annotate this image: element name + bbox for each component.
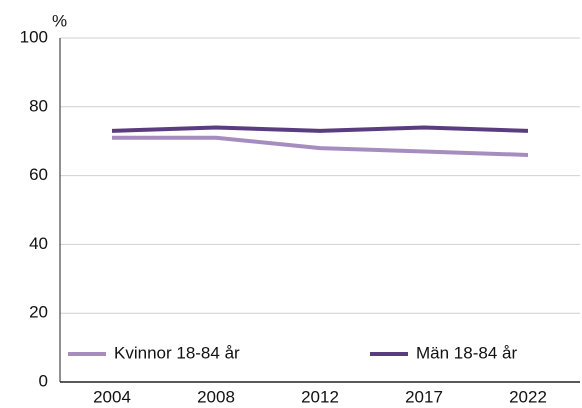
x-tick-label: 2012 (301, 387, 339, 406)
y-tick-label: 40 (29, 234, 48, 253)
y-axis-unit: % (52, 11, 67, 30)
y-tick-label: 100 (20, 27, 48, 46)
y-tick-label: 80 (29, 96, 48, 115)
x-tick-label: 2017 (405, 387, 443, 406)
x-tick-label: 2022 (509, 387, 547, 406)
series-line (112, 135, 529, 157)
y-tick-label: 20 (29, 303, 48, 322)
legend-label: Kvinnor 18-84 år (114, 343, 240, 362)
y-tick-label: 60 (29, 165, 48, 184)
y-tick-label: 0 (39, 371, 48, 390)
x-tick-label: 2008 (197, 387, 235, 406)
x-tick-label: 2004 (93, 387, 131, 406)
series-line (111, 125, 529, 133)
legend-label: Män 18-84 år (416, 343, 517, 362)
